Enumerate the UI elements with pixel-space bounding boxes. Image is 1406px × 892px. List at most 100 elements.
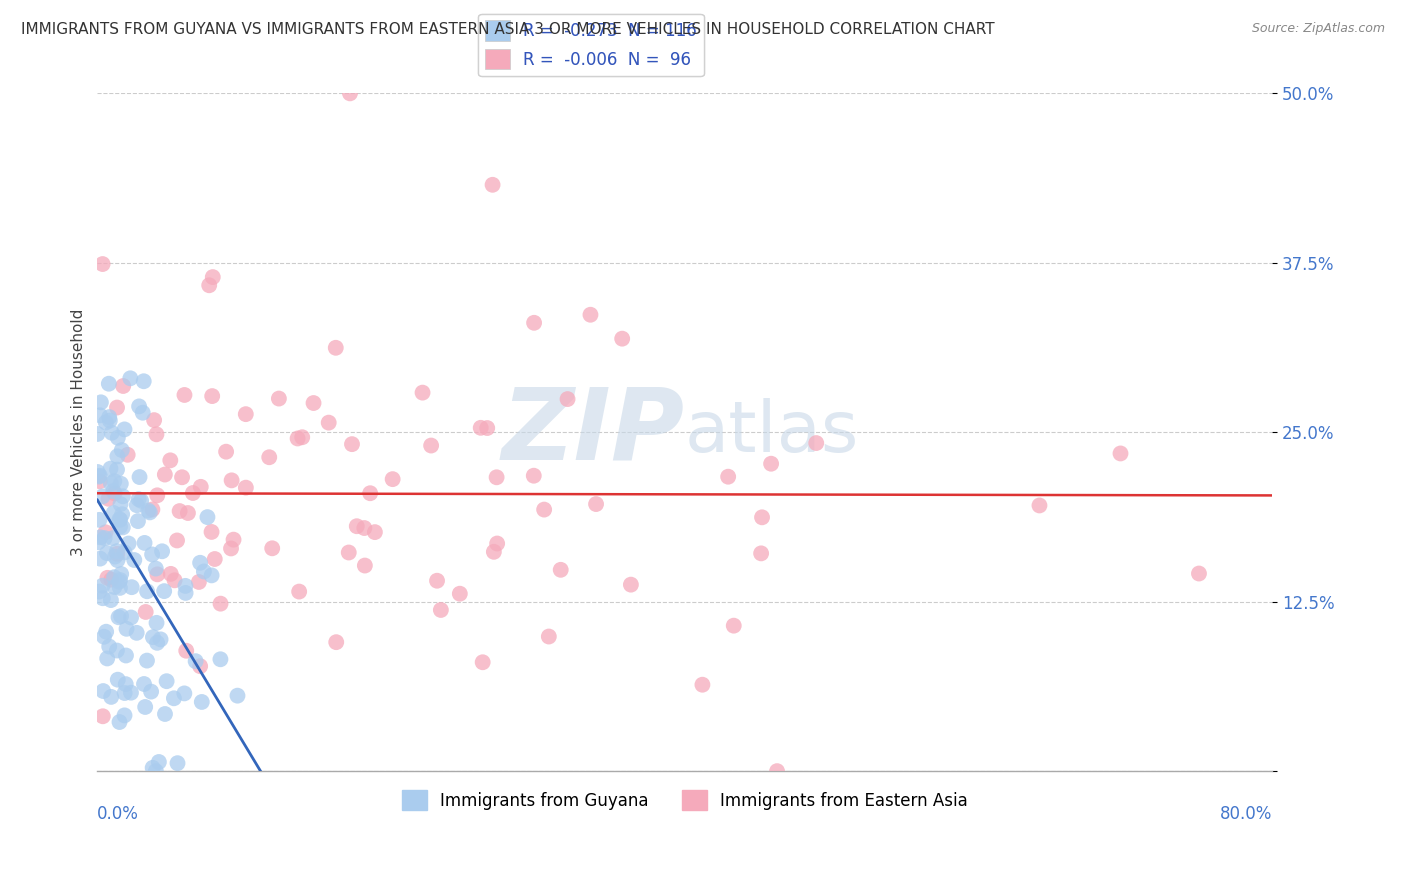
Point	[115, 648, 138, 663]
Point	[150, 544, 173, 558]
Point	[91, 489, 114, 503]
Point	[620, 577, 643, 591]
Point	[190, 480, 212, 494]
Point	[108, 573, 131, 587]
Point	[204, 552, 226, 566]
Point	[120, 686, 142, 700]
Point	[426, 574, 449, 588]
Point	[139, 684, 162, 698]
Point	[100, 476, 122, 491]
Point	[174, 586, 197, 600]
Point	[111, 489, 134, 503]
Point	[145, 561, 167, 575]
Point	[107, 673, 129, 687]
Point	[288, 584, 311, 599]
Point	[103, 474, 125, 488]
Point	[226, 689, 249, 703]
Point	[412, 385, 434, 400]
Point	[340, 437, 363, 451]
Point	[166, 533, 188, 548]
Point	[159, 453, 181, 467]
Point	[197, 510, 219, 524]
Point	[173, 686, 195, 700]
Point	[381, 472, 404, 486]
Point	[318, 416, 340, 430]
Point	[156, 674, 179, 689]
Point	[114, 708, 136, 723]
Point	[219, 541, 242, 556]
Point	[104, 486, 127, 500]
Point	[585, 497, 607, 511]
Point	[110, 609, 132, 624]
Point	[93, 531, 115, 545]
Point	[169, 504, 191, 518]
Point	[98, 410, 121, 425]
Point	[163, 691, 186, 706]
Point	[201, 568, 224, 582]
Point	[141, 502, 163, 516]
Point	[132, 677, 155, 691]
Point	[108, 513, 131, 527]
Point	[325, 341, 347, 355]
Point	[91, 709, 114, 723]
Point	[717, 469, 740, 483]
Point	[97, 491, 120, 506]
Point	[100, 593, 122, 607]
Point	[291, 430, 314, 444]
Point	[354, 558, 377, 573]
Point	[339, 87, 361, 101]
Point	[89, 513, 111, 527]
Point	[141, 548, 163, 562]
Point	[94, 416, 117, 430]
Text: ZIP: ZIP	[502, 384, 685, 481]
Point	[132, 406, 155, 420]
Point	[104, 549, 127, 564]
Point	[346, 519, 368, 533]
Point	[612, 332, 634, 346]
Point	[235, 407, 257, 421]
Point	[114, 677, 136, 691]
Point	[523, 468, 546, 483]
Point	[108, 581, 131, 595]
Point	[89, 530, 111, 544]
Point	[110, 497, 132, 511]
Point	[105, 547, 128, 561]
Point	[110, 476, 132, 491]
Point	[181, 486, 204, 500]
Point	[142, 761, 165, 775]
Point	[90, 395, 112, 409]
Point	[96, 546, 118, 560]
Point	[485, 470, 508, 484]
Point	[692, 678, 714, 692]
Point	[1028, 499, 1050, 513]
Point	[215, 444, 238, 458]
Point	[257, 450, 280, 465]
Point	[1109, 446, 1132, 460]
Point	[110, 566, 132, 581]
Point	[111, 520, 134, 534]
Point	[120, 371, 142, 385]
Point	[262, 541, 284, 556]
Point	[477, 421, 499, 435]
Point	[579, 308, 602, 322]
Point	[108, 519, 131, 533]
Point	[287, 432, 309, 446]
Point	[125, 625, 148, 640]
Point	[87, 469, 110, 483]
Point	[482, 545, 505, 559]
Point	[325, 635, 347, 649]
Point	[170, 470, 193, 484]
Point	[136, 584, 159, 599]
Point	[128, 492, 150, 507]
Point	[105, 643, 128, 657]
Point	[153, 584, 176, 599]
Point	[550, 563, 572, 577]
Point	[470, 421, 492, 435]
Point	[191, 695, 214, 709]
Point	[108, 512, 131, 526]
Point	[193, 565, 215, 579]
Point	[166, 756, 188, 771]
Point	[146, 567, 169, 582]
Point	[108, 574, 131, 589]
Point	[188, 659, 211, 673]
